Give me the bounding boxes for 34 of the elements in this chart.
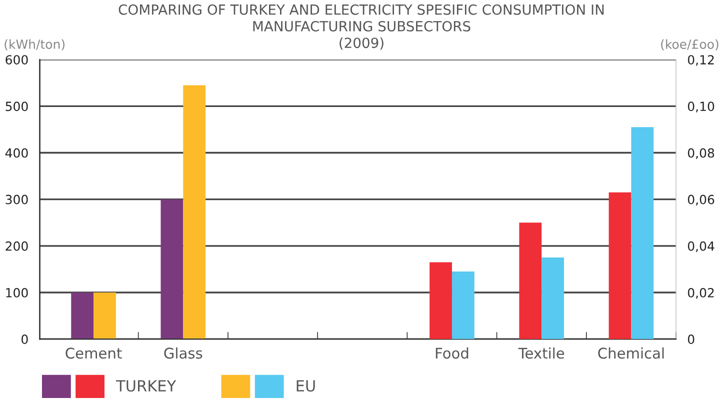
- bar: [183, 85, 206, 340]
- y2-tick-label: 0,02: [688, 288, 714, 299]
- y-tick-label: 400: [5, 148, 28, 158]
- legend-label: TURKEY: [116, 380, 176, 392]
- bar: [542, 258, 564, 340]
- bar: [452, 272, 474, 340]
- y2-tick-label: 0,06: [688, 194, 714, 206]
- bar: [160, 199, 184, 340]
- bar: [519, 222, 542, 340]
- y2-tick-label: 0,04: [688, 241, 714, 252]
- y2-tick-label: 0: [688, 334, 694, 344]
- x-tick-label: Glass: [164, 347, 202, 359]
- bar: [608, 192, 632, 340]
- y-tick-label: 500: [6, 102, 28, 112]
- y2-axis-title: (koe/£oo): [661, 39, 718, 50]
- bar: [71, 292, 94, 340]
- y-tick-label: 300: [6, 194, 28, 204]
- y-tick-label: 100: [6, 288, 28, 298]
- x-tick-label: Cement: [66, 348, 122, 359]
- y2-tick-label: 0,08: [688, 148, 714, 159]
- y-tick-label: 200: [6, 241, 28, 251]
- bar: [94, 292, 116, 340]
- y-tick-label: 0: [22, 334, 28, 344]
- bar: [631, 127, 654, 340]
- x-tick-label: Chemical: [598, 347, 664, 359]
- x-tick-label: Food: [436, 347, 468, 359]
- y2-tick-label: 0,12: [688, 55, 714, 66]
- chart-title: COMPARING OF TURKEY AND ELECTRICITY SPESIFIC CONSUMPTION IN MANUFACTURING SUBSECTORS (2009): [118, 4, 604, 50]
- bar: [430, 262, 452, 340]
- y-tick-label: 600: [6, 55, 28, 65]
- legend-label: EU: [296, 380, 315, 392]
- y-axis-title: (kWh/ton): [4, 39, 64, 50]
- x-tick-label: Textile: [518, 347, 564, 359]
- y2-tick-label: 0,10: [688, 102, 714, 112]
